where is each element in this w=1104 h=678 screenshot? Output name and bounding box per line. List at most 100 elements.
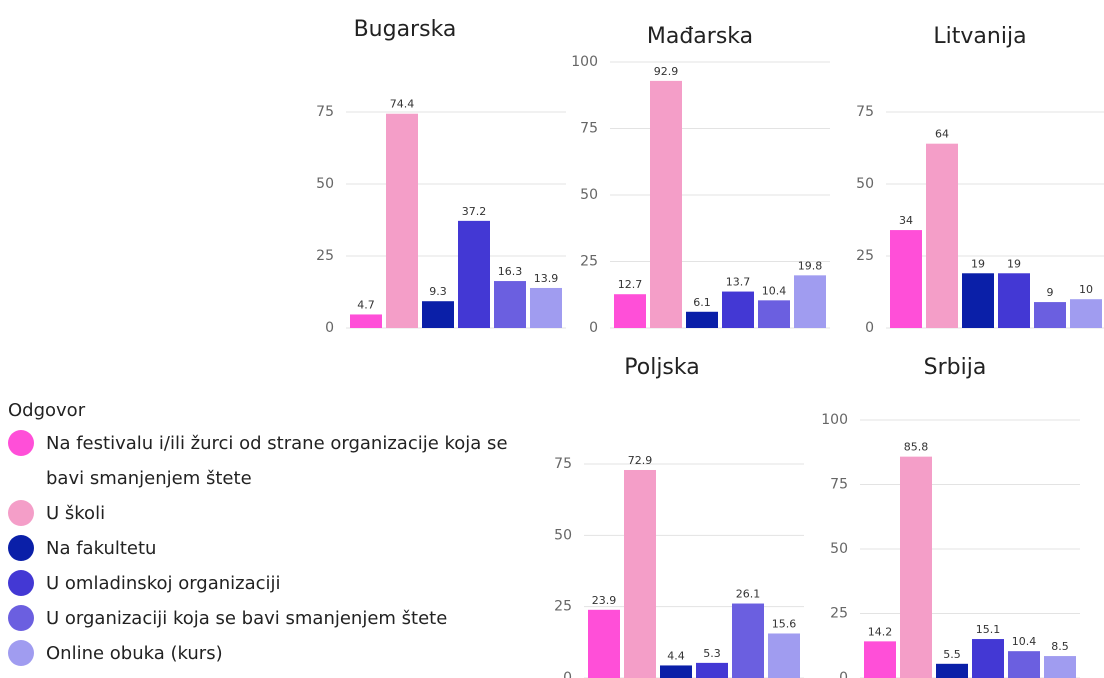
y-tick-label: 25 xyxy=(830,606,848,622)
value-label: 19 xyxy=(971,257,985,270)
value-label: 74.4 xyxy=(390,98,415,111)
legend-item: U organizaciji koja se bavi smanjenjem š… xyxy=(8,601,548,636)
bar xyxy=(962,273,994,328)
legend-item: Na festivalu i/ili žurci od strane organ… xyxy=(8,426,548,496)
value-label: 64 xyxy=(935,128,949,141)
value-label: 13.7 xyxy=(726,276,751,289)
legend-item: U školi xyxy=(8,496,548,531)
legend-swatch xyxy=(8,605,34,631)
y-tick-label: 0 xyxy=(865,320,874,336)
bar xyxy=(794,275,826,328)
bar xyxy=(686,311,718,328)
legend-label: U omladinskoj organizaciji xyxy=(46,573,281,594)
legend-label: U školi xyxy=(46,503,106,524)
legend-swatch xyxy=(8,570,34,596)
y-tick-label: 75 xyxy=(580,121,598,137)
y-tick-label: 75 xyxy=(830,477,848,493)
value-label: 19.8 xyxy=(798,259,823,272)
bar xyxy=(998,273,1030,328)
y-tick-label: 50 xyxy=(580,187,598,203)
bar xyxy=(530,287,562,328)
value-label: 9.3 xyxy=(429,285,447,298)
bar xyxy=(1044,656,1076,678)
bar xyxy=(650,80,682,328)
legend-swatch xyxy=(8,535,34,561)
bar xyxy=(386,113,418,328)
bar xyxy=(588,609,620,678)
bar xyxy=(624,469,656,678)
y-tick-label: 50 xyxy=(856,176,874,192)
legend-swatch xyxy=(8,500,34,526)
legend-item: Na fakultetu xyxy=(8,531,548,566)
y-tick-label: 100 xyxy=(821,412,848,428)
legend-item: Online obuka (kurs) xyxy=(8,636,548,671)
bar xyxy=(1034,302,1066,328)
bar xyxy=(494,281,526,328)
value-label: 5.3 xyxy=(703,647,721,660)
value-label: 5.5 xyxy=(943,648,961,661)
value-label: 19 xyxy=(1007,257,1021,270)
bar xyxy=(900,456,932,678)
y-tick-label: 25 xyxy=(856,248,874,264)
bar xyxy=(1008,651,1040,678)
value-label: 37.2 xyxy=(462,205,487,218)
bar xyxy=(1070,299,1102,328)
chart-title: Litvanija xyxy=(933,24,1026,49)
bar xyxy=(422,301,454,328)
y-tick-label: 100 xyxy=(571,54,598,70)
y-tick-label: 0 xyxy=(839,670,848,678)
bar xyxy=(350,314,382,328)
chart-title: Mađarska xyxy=(647,24,753,49)
value-label: 10.4 xyxy=(1012,635,1037,648)
bar xyxy=(732,603,764,678)
y-tick-label: 75 xyxy=(316,104,334,120)
bar xyxy=(660,665,692,678)
value-label: 26.1 xyxy=(736,588,761,601)
value-label: 6.1 xyxy=(693,296,711,309)
value-label: 15.6 xyxy=(772,617,797,630)
value-label: 4.7 xyxy=(357,298,375,311)
value-label: 15.1 xyxy=(976,623,1001,636)
bar xyxy=(926,143,958,328)
legend-label: Online obuka (kurs) xyxy=(46,643,223,664)
value-label: 4.4 xyxy=(667,649,685,662)
bar xyxy=(722,291,754,328)
y-tick-label: 25 xyxy=(316,248,334,264)
value-label: 34 xyxy=(899,214,913,227)
value-label: 72.9 xyxy=(628,454,653,467)
bar xyxy=(758,300,790,328)
legend-label: Na festivalu i/ili žurci od strane organ… xyxy=(46,433,508,489)
bar xyxy=(972,639,1004,678)
bar xyxy=(936,663,968,678)
value-label: 16.3 xyxy=(498,265,523,278)
chart-title: Bugarska xyxy=(354,17,457,42)
legend-swatch xyxy=(8,640,34,666)
bar xyxy=(458,220,490,328)
y-tick-label: 0 xyxy=(325,320,334,336)
value-label: 85.8 xyxy=(904,441,929,454)
value-label: 92.9 xyxy=(654,65,679,78)
value-label: 23.9 xyxy=(592,594,617,607)
bar xyxy=(864,641,896,678)
y-tick-label: 50 xyxy=(554,527,572,543)
value-label: 10 xyxy=(1079,283,1093,296)
y-tick-label: 25 xyxy=(554,599,572,615)
y-tick-label: 50 xyxy=(830,541,848,557)
legend-label: U organizaciji koja se bavi smanjenjem š… xyxy=(46,608,448,629)
y-tick-label: 75 xyxy=(554,456,572,472)
bar xyxy=(890,230,922,328)
legend-title: Odgovor xyxy=(8,400,86,421)
value-label: 13.9 xyxy=(534,272,559,285)
y-tick-label: 0 xyxy=(563,670,572,678)
value-label: 14.2 xyxy=(868,625,893,638)
legend-swatch xyxy=(8,430,34,456)
y-tick-label: 0 xyxy=(589,320,598,336)
bar xyxy=(614,294,646,328)
legend: Odgovor Na festivalu i/ili žurci od stra… xyxy=(8,396,548,671)
bar xyxy=(696,662,728,678)
bar xyxy=(768,633,800,678)
value-label: 12.7 xyxy=(618,278,643,291)
value-label: 9 xyxy=(1047,286,1054,299)
